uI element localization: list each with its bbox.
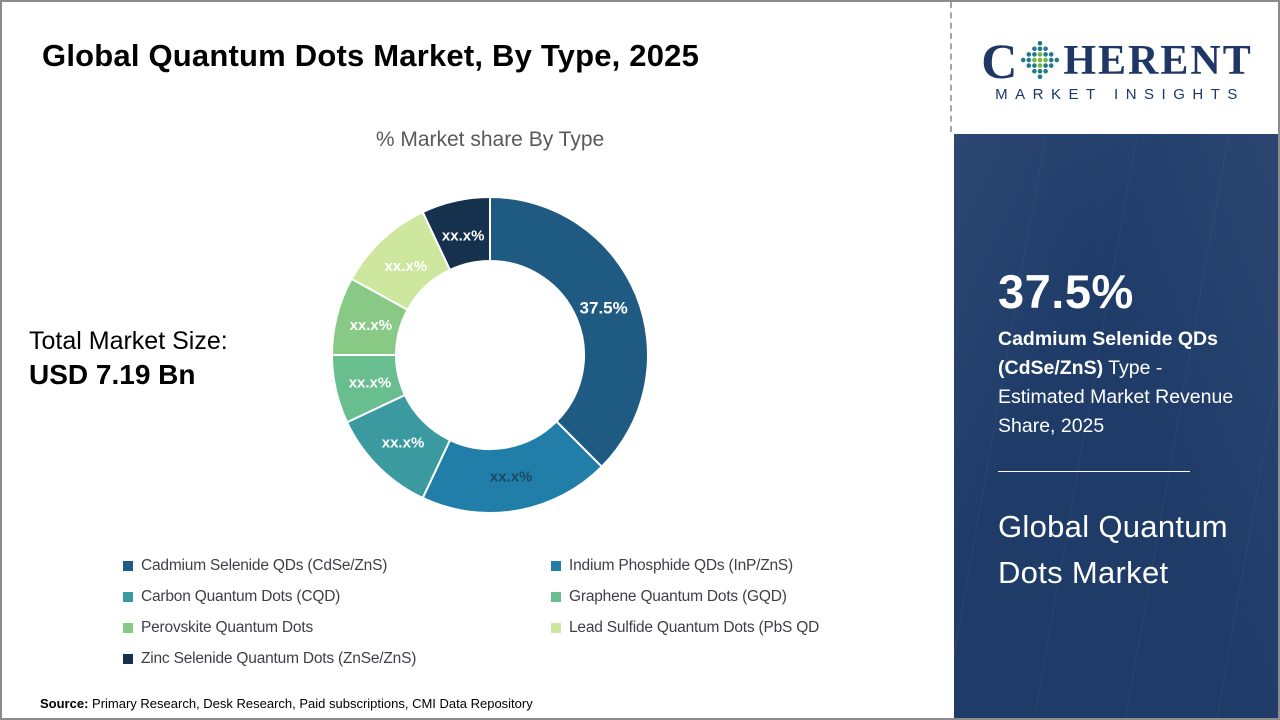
logo-globe-dot [1043, 63, 1049, 68]
logo-globe-dot [1026, 63, 1032, 68]
legend-label: Perovskite Quantum Dots [141, 618, 314, 636]
segment-label: xx.x% [349, 374, 392, 391]
logo-subtitle: MARKET INSIGHTS [995, 86, 1245, 103]
legend-item: Cadmium Selenide QDs (CdSe/ZnS) [123, 555, 551, 576]
logo-globe-dot [1043, 57, 1049, 63]
legend-item: Indium Phosphide QDs (InP/ZnS) [551, 555, 883, 576]
logo-globe-dot [1021, 57, 1026, 63]
stat-value: 37.5% [998, 265, 1134, 318]
legend-item: Perovskite Quantum Dots [123, 617, 551, 638]
logo-globe-dot [1038, 46, 1043, 52]
legend-label: Zinc Selenide Quantum Dots (ZnSe/ZnS) [141, 649, 417, 667]
logo-globe-dot [1054, 57, 1060, 63]
logo-globe-dot [1032, 63, 1038, 68]
donut-segment [421, 195, 491, 272]
stat-description: Cadmium Selenide QDs (CdSe/ZnS) Type - E… [998, 325, 1238, 441]
legend-item: Lead Sulfide Quantum Dots (PbS QD [551, 617, 883, 638]
logo-globe-dot [1026, 52, 1032, 57]
stat-description-bold: Cadmium Selenide QDs (CdSe/ZnS) [998, 328, 1218, 379]
logo-globe-dot [1032, 57, 1038, 63]
source-line: Source: Primary Research, Desk Research,… [40, 696, 533, 711]
source-label: Source: [40, 696, 89, 711]
donut-chart: 37.5% xx.x% xx.x% xx.x% xx.x% xx.x% xx.x% [320, 185, 660, 525]
logo-letter-c: C [981, 33, 1018, 89]
segment-label: 37.5% [580, 298, 628, 317]
legend-label: Cadmium Selenide QDs (CdSe/ZnS) [141, 556, 388, 574]
source-text: Primary Research, Desk Research, Paid su… [88, 696, 533, 711]
dashed-divider [950, 2, 952, 132]
logo-wordmark: C HERENT [981, 33, 1253, 89]
coherent-logo: C HERENT MARKET INSIGHTS [952, 2, 1278, 134]
logo-globe-dot [1038, 52, 1043, 57]
segment-label: xx.x% [442, 227, 485, 244]
legend-label: Lead Sulfide Quantum Dots (PbS QD [569, 618, 820, 636]
legend-swatch-icon [551, 560, 561, 571]
chart-title: % Market share By Type [375, 128, 605, 151]
segment-label: xx.x% [382, 434, 425, 451]
donut-segment [489, 195, 649, 469]
stat-description-rest: Type - Estimated Market Revenue Share, 2… [998, 357, 1234, 437]
segment-label: xx.x% [490, 469, 533, 486]
legend-swatch-icon [551, 622, 561, 633]
legend-item: Graphene Quantum Dots (GQD) [551, 586, 883, 607]
logo-globe-dot [1043, 52, 1049, 57]
page-title: Global Quantum Dots Market, By Type, 202… [42, 38, 700, 73]
logo-globe-dot [1038, 63, 1043, 68]
legend-item: Zinc Selenide Quantum Dots (ZnSe/ZnS) [123, 648, 551, 669]
sidebar: C HERENT MARKET INSIGHTS 37.5% Cadmium S… [952, 2, 1278, 718]
logo-globe-dot [1038, 74, 1043, 80]
legend-swatch-icon [123, 591, 133, 602]
logo-globe-dot [1026, 57, 1032, 63]
logo-letters-herent: HERENT [1063, 38, 1253, 84]
legend-swatch-icon [123, 622, 133, 633]
separator-line [998, 471, 1190, 472]
legend-label: Graphene Quantum Dots (GQD) [569, 587, 787, 605]
segment-label: xx.x% [350, 317, 393, 334]
donut-chart-svg: 37.5% xx.x% xx.x% xx.x% xx.x% xx.x% xx.x% [330, 195, 649, 514]
main-content-area: Global Quantum Dots Market, By Type, 202… [2, 2, 952, 718]
logo-globe-dot [1032, 68, 1038, 74]
logo-globe-dots-icon [1021, 40, 1060, 80]
logo-globe-dot [1032, 46, 1038, 52]
sidebar-title: Global Quantum Dots Market [998, 509, 1228, 590]
chart-legend: Cadmium Selenide QDs (CdSe/ZnS) Indium Ph… [123, 555, 883, 669]
legend-label: Indium Phosphide QDs (InP/ZnS) [569, 556, 794, 574]
legend-item: Carbon Quantum Dots (CQD) [123, 586, 551, 607]
segment-label: xx.x% [385, 258, 428, 275]
legend-label: Carbon Quantum Dots (CQD) [141, 587, 341, 605]
logo-globe-dot [1038, 68, 1043, 74]
sidebar-panel: 37.5% Cadmium Selenide QDs (CdSe/ZnS) Ty… [954, 134, 1278, 718]
logo-globe-dot [1049, 63, 1054, 68]
legend-swatch-icon [123, 653, 133, 664]
logo-globe-dot [1032, 52, 1038, 57]
logo-globe-dot [1049, 57, 1054, 63]
total-market-size: Total Market Size: USD 7.19 Bn [29, 327, 228, 391]
logo-globe-dot [1038, 40, 1043, 46]
total-market-size-value: USD 7.19 Bn [29, 359, 196, 390]
total-market-size-label: Total Market Size: [29, 327, 228, 355]
legend-swatch-icon [123, 560, 133, 571]
logo-globe-dot [1049, 52, 1054, 57]
logo-globe-dot [1043, 68, 1049, 74]
legend-swatch-icon [551, 591, 561, 602]
logo-globe-dot [1043, 46, 1049, 52]
logo-globe-dot [1038, 57, 1043, 63]
